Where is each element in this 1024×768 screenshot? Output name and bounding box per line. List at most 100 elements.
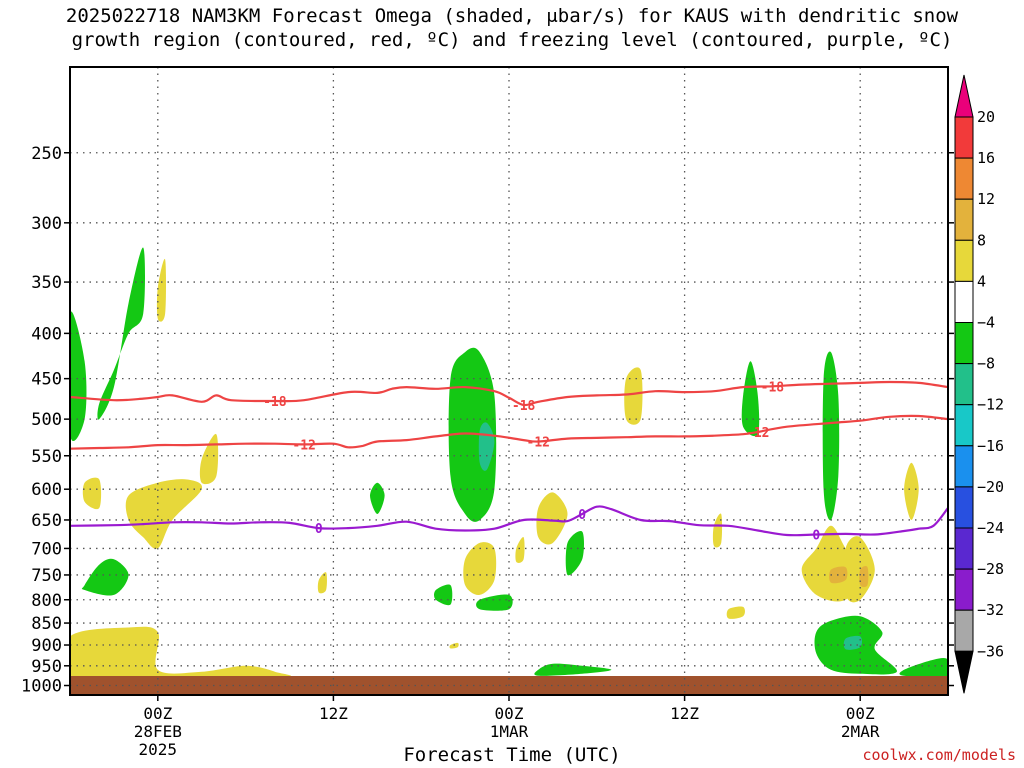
x-tick-label: 00Z <box>495 704 524 723</box>
y-tick-label: 850 <box>31 614 62 634</box>
pressure-gridlines <box>70 67 948 695</box>
omega-region <box>125 479 203 549</box>
y-tick-label: 500 <box>31 410 62 430</box>
chart-title-line1: 2025022718 NAM3KM Forecast Omega (shaded… <box>65 5 959 27</box>
x-tick-label: 2025 <box>139 740 178 759</box>
contour-label: -18 <box>512 399 536 414</box>
y-tick-label: 250 <box>31 144 62 164</box>
omega-region <box>726 606 745 619</box>
contour-label: -12 <box>527 436 550 451</box>
contour-label: 0 <box>315 522 323 537</box>
colorbar-label: −36 <box>977 642 1004 660</box>
colorbar-label: −24 <box>977 519 1004 537</box>
y-tick-label: 950 <box>31 657 62 677</box>
chart-title: 2025022718 NAM3KM Forecast Omega (shaded… <box>0 4 1024 52</box>
omega-region <box>899 658 948 678</box>
colorbar-top-arrow <box>954 74 974 118</box>
omega-region <box>536 492 568 545</box>
omega-colorbar: 20 16 12 8 4 −4 −8 −12 −16 −20 −24 −28 −32 −36 <box>954 74 1004 694</box>
colorbar-label: 8 <box>977 231 986 249</box>
omega-region <box>97 247 145 420</box>
freezing-level-contour <box>70 505 948 537</box>
colorbar-band <box>954 609 974 652</box>
colorbar-label: 4 <box>977 272 986 290</box>
omega-region <box>624 367 643 425</box>
website-credit: coolwx.com/models <box>862 746 1016 764</box>
colorbar-label: −28 <box>977 560 1004 578</box>
x-tick-label: 28FEB <box>134 722 182 741</box>
omega-region <box>317 572 327 594</box>
y-tick-label: 1000 <box>21 677 62 697</box>
x-tick-label: 1MAR <box>490 722 529 741</box>
contour-label: -12 <box>292 438 315 453</box>
colorbar-label: −8 <box>977 355 995 373</box>
colorbar-label: −4 <box>977 314 995 332</box>
omega-region <box>81 558 129 596</box>
y-tick-label: 600 <box>31 480 62 500</box>
omega-region <box>199 433 219 485</box>
omega-region <box>515 537 525 563</box>
omega-region <box>434 584 453 606</box>
omega-region <box>70 626 292 681</box>
omega-region <box>859 566 869 588</box>
colorbar-label: −16 <box>977 437 1004 455</box>
omega-region <box>534 663 612 676</box>
omega-region <box>843 536 875 603</box>
omega-region <box>904 462 919 520</box>
contour-label: 0 <box>578 508 586 523</box>
x-tick-label: 00Z <box>846 704 875 723</box>
contour-label: 0 <box>812 528 820 543</box>
omega-region <box>843 635 862 650</box>
colorbar-band <box>954 280 974 323</box>
y-axis-pressure: 2503003504004505005506006507007508008509… <box>21 144 954 697</box>
colorbar-band <box>954 239 974 282</box>
x-axis-title: Forecast Time (UTC) <box>403 744 621 766</box>
colorbar-label: 20 <box>977 108 995 126</box>
x-tick-label: 00Z <box>143 704 172 723</box>
omega-region <box>156 258 166 322</box>
snow-growth-contour <box>70 380 948 407</box>
x-tick-label: 12Z <box>319 704 348 723</box>
omega-shading <box>70 247 948 681</box>
contour-label: -18 <box>761 380 785 395</box>
x-tick-label: 12Z <box>670 704 699 723</box>
omega-region <box>463 542 497 596</box>
omega-region <box>448 347 497 522</box>
y-tick-label: 400 <box>31 324 62 344</box>
colorbar-band <box>954 157 974 200</box>
y-tick-label: 800 <box>31 591 62 611</box>
omega-region <box>822 351 840 521</box>
contour-label: -12 <box>746 426 769 441</box>
omega-region <box>370 482 385 514</box>
colorbar-label: 16 <box>977 149 995 167</box>
contour-label: -18 <box>263 395 287 410</box>
y-tick-label: 900 <box>31 636 62 656</box>
colorbar-label: −32 <box>977 601 1004 619</box>
x-tick-label: 2MAR <box>841 722 880 741</box>
omega-region <box>70 311 87 441</box>
colorbar-label: −12 <box>977 396 1004 414</box>
snow-growth-contour <box>70 414 948 450</box>
y-tick-label: 750 <box>31 566 62 586</box>
y-tick-label: 700 <box>31 539 62 559</box>
temperature-contours: -18 -18 -18 -12 -12 -12 0 0 0 <box>70 380 948 543</box>
omega-region <box>712 513 723 548</box>
colorbar-band <box>954 322 974 365</box>
chart-title-line2: growth region (contoured, red, ºC) and f… <box>71 29 953 51</box>
colorbar-band <box>954 486 974 529</box>
colorbar-band <box>954 527 974 570</box>
omega-region <box>82 477 102 510</box>
y-tick-label: 350 <box>31 273 62 293</box>
colorbar-band <box>954 568 974 611</box>
y-tick-label: 300 <box>31 214 62 234</box>
y-tick-label: 650 <box>31 511 62 531</box>
colorbar-bottom-arrow <box>954 650 974 694</box>
omega-region <box>565 530 584 576</box>
omega-region <box>449 642 459 649</box>
colorbar-label: 12 <box>977 190 995 208</box>
colorbar-band <box>954 445 974 488</box>
y-tick-label: 550 <box>31 447 62 467</box>
colorbar-band <box>954 404 974 447</box>
